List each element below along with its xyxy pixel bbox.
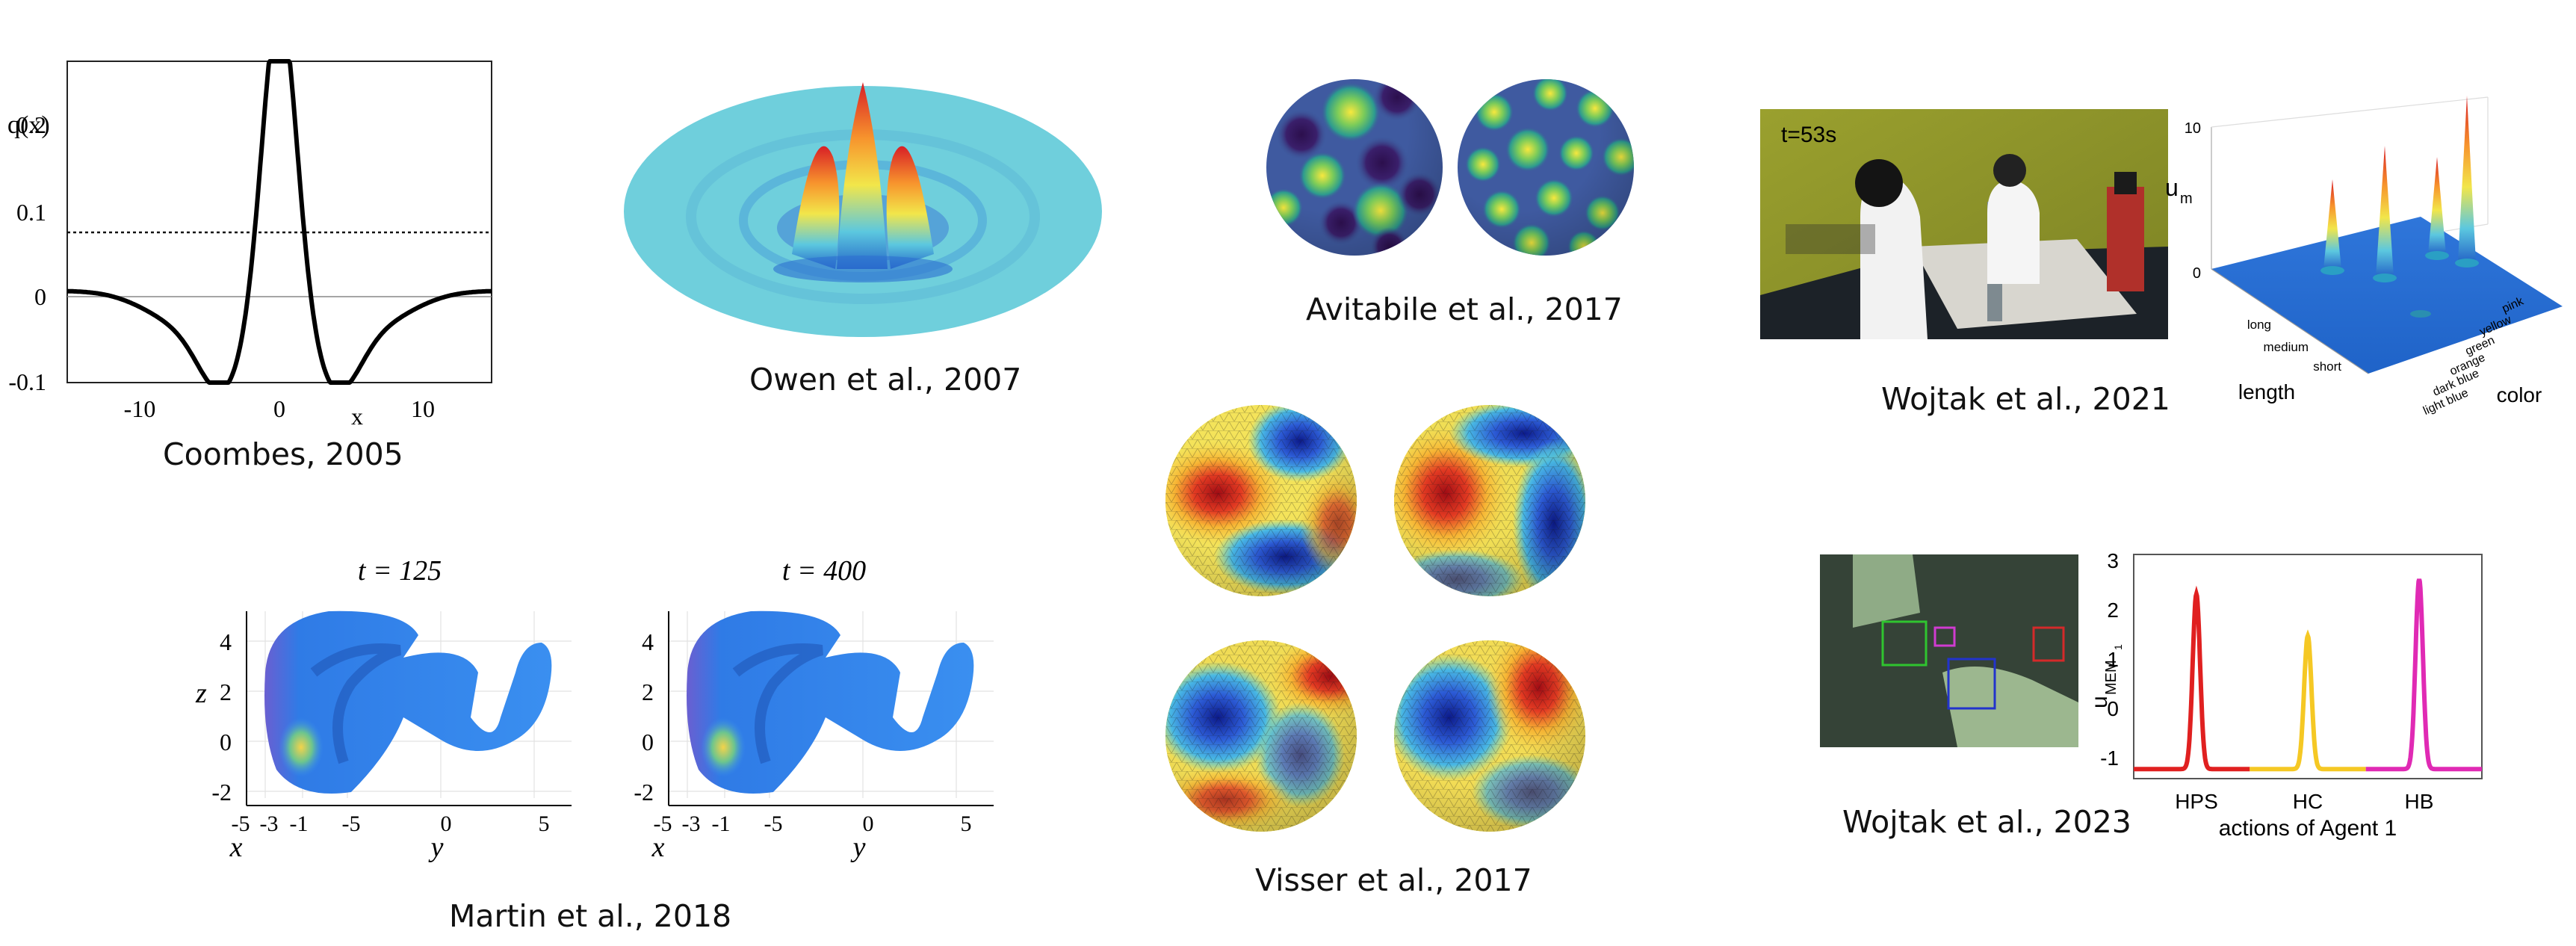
xtick-10: 10 xyxy=(411,395,435,422)
xtick--5-right: -5 xyxy=(654,811,672,836)
ytick-0.1: 0.1 xyxy=(16,199,46,226)
ytick-5-right: 5 xyxy=(961,811,972,836)
w23-xlabel: actions of Agent 1 xyxy=(2219,816,2397,841)
ytick--5-left: -5 xyxy=(342,811,361,836)
martin-xlabel-right: x xyxy=(651,832,665,863)
w23-ylabel-sub2: 1 xyxy=(2112,644,2124,650)
martin-title-left: t = 125 xyxy=(358,555,442,587)
zlabel-sub: m xyxy=(2180,191,2193,207)
color-axis-label: color xyxy=(2497,383,2542,406)
ytick-0.2: 0.2 xyxy=(16,111,46,138)
ytick-5-left: 5 xyxy=(539,811,550,836)
photo-time-label: t=53s xyxy=(1781,123,1836,147)
ztick-0: 0 xyxy=(220,729,232,755)
w23-series-3 xyxy=(2365,578,2482,772)
w23-ytick-0: 0 xyxy=(2107,697,2119,720)
ztick-2-right: 2 xyxy=(642,678,654,705)
w23-ytick-2: 2 xyxy=(2107,599,2119,622)
w23-ytick--1: -1 xyxy=(2100,746,2119,770)
ytick-0-right: 0 xyxy=(863,811,874,836)
coombes-plot: q(x) 0.2 0.2 0.1 0 -0.1 -10 0 10 x xyxy=(7,59,493,430)
wojtak2023-chart: 3 2 1 0 -1 u MEM 1 HPS HC HB actions of … xyxy=(2087,549,2483,841)
martin-panel-left: t = 125 4 2 0 -2 z -5 -3 -1 -5 0 5 x y xyxy=(195,555,572,863)
caption-martin: Martin et al., 2018 xyxy=(449,898,732,934)
martin-title-right: t = 400 xyxy=(782,555,866,587)
xtick--3-left: -3 xyxy=(260,811,279,836)
martin-ylabel-left: y xyxy=(428,832,444,863)
caption-wojtak2021: Wojtak et al., 2021 xyxy=(1881,381,2170,417)
w23-ylabel: u xyxy=(2087,696,2112,708)
ztick--2-right: -2 xyxy=(634,779,654,806)
caption-visser: Visser et al., 2017 xyxy=(1255,862,1532,898)
martin-zlabel-left: z xyxy=(195,678,207,709)
martin-panel-right: t = 400 4 2 0 -2 -5 -3 -1 -5 0 5 x y xyxy=(634,555,994,863)
ztick-10: 10 xyxy=(2185,120,2201,137)
visser-sphere-tl xyxy=(1165,405,1357,596)
martin-xlabel-left: x xyxy=(229,832,243,863)
length-tick-medium: medium xyxy=(2264,340,2309,354)
w23-ylabel-sub: MEM xyxy=(2103,660,2120,695)
ytick-0: 0 xyxy=(34,283,46,310)
xtick-0: 0 xyxy=(273,395,285,422)
zlabel-u: u xyxy=(2165,174,2179,201)
bbox-green xyxy=(1881,620,1928,667)
wojtak2021-photo: t=53s xyxy=(1760,109,2168,339)
avitabile-sphere-right xyxy=(1458,79,1634,256)
xtick--3-right: -3 xyxy=(682,811,701,836)
visser-sphere-tr xyxy=(1394,405,1585,596)
wojtak2021-3d-plot: 10 0 u m long medium short length light … xyxy=(2165,96,2563,418)
w23-xtick-hps: HPS xyxy=(2175,790,2218,813)
length-axis-label: length xyxy=(2238,380,2295,404)
xtick--10: -10 xyxy=(124,395,156,422)
ztick-4-right: 4 xyxy=(642,628,654,655)
ytick--5-right: -5 xyxy=(764,811,783,836)
martin-ylabel-right: y xyxy=(850,832,866,863)
xtick--1-right: -1 xyxy=(712,811,731,836)
xtick--1-left: -1 xyxy=(290,811,309,836)
visser-sphere-br xyxy=(1394,640,1585,832)
ztick--2: -2 xyxy=(211,779,232,806)
bbox-red xyxy=(2032,626,2065,662)
coombes-xlabel: x xyxy=(351,403,363,430)
length-tick-long: long xyxy=(2247,318,2271,332)
w23-xtick-hc: HC xyxy=(2293,790,2323,813)
ytick--0.1: -0.1 xyxy=(8,368,46,395)
coombes-ylabel: q(x) xyxy=(7,111,50,139)
caption-coombes: Coombes, 2005 xyxy=(163,436,403,472)
w23-xtick-hb: HB xyxy=(2405,790,2434,813)
owen-surface xyxy=(624,82,1102,337)
ytick-0-left: 0 xyxy=(441,811,452,836)
ztick-0-right: 0 xyxy=(642,729,654,755)
w23-ytick-1: 1 xyxy=(2107,648,2119,671)
wojtak2023-photo xyxy=(1820,554,2078,747)
ztick-2: 2 xyxy=(220,678,232,705)
w23-ytick-3: 3 xyxy=(2107,549,2119,572)
visser-sphere-bl xyxy=(1165,640,1357,832)
bbox-magenta xyxy=(1933,626,1956,647)
w23-series-2 xyxy=(2250,629,2366,772)
ztick-4: 4 xyxy=(220,628,232,655)
bbox-blue xyxy=(1947,658,1996,710)
w23-series-1 xyxy=(2134,585,2250,772)
ztick-0: 0 xyxy=(2193,265,2201,282)
coombes-curve xyxy=(66,59,493,385)
caption-avitabile: Avitabile et al., 2017 xyxy=(1306,291,1623,327)
avitabile-sphere-left xyxy=(1266,79,1443,256)
caption-owen: Owen et al., 2007 xyxy=(749,362,1022,398)
length-tick-short: short xyxy=(2313,359,2341,374)
caption-wojtak2023: Wojtak et al., 2023 xyxy=(1842,804,2131,840)
xtick--5-left: -5 xyxy=(232,811,250,836)
